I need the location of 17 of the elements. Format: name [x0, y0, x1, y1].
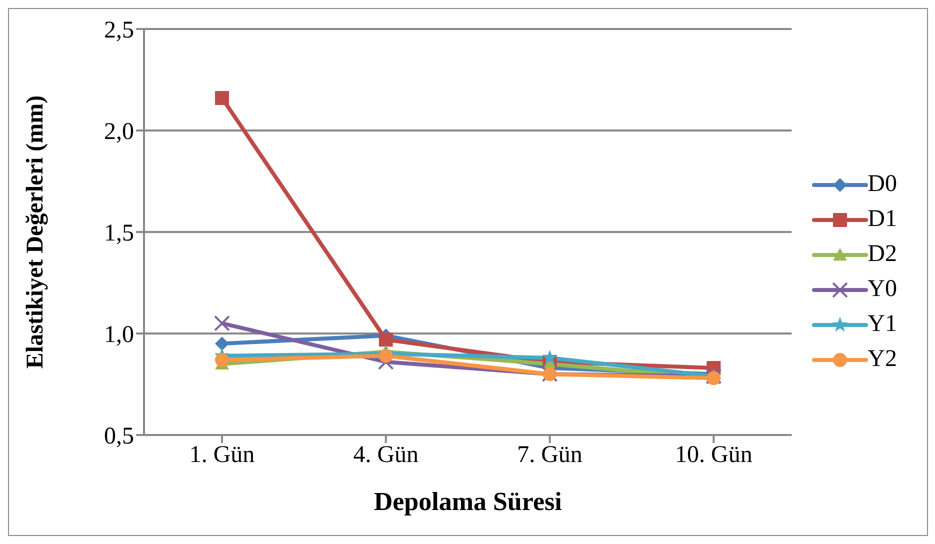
legend-label: Y0: [868, 276, 897, 303]
x-tick-label: 1. Gün: [189, 442, 255, 468]
y-axis-title: Elastikiyet Değerleri (mm): [22, 95, 49, 369]
x-tick-label: 10. Gün: [674, 442, 752, 468]
y-tick-label: 1,0: [104, 322, 134, 348]
x-axis-title: Depolama Süresi: [374, 487, 562, 516]
y-tick-label: 0,5: [104, 424, 134, 450]
y-tick-label: 2,5: [104, 18, 134, 44]
x-tick-label: 7. Gün: [517, 442, 582, 468]
legend-label: Y2: [868, 346, 897, 373]
y-tick-label: 1,5: [104, 220, 134, 247]
y-tick-label: 2,0: [104, 119, 134, 146]
legend-label: D0: [868, 171, 897, 198]
legend-label: Y1: [868, 311, 897, 338]
legend-label: D1: [868, 206, 897, 233]
legend-label: D2: [868, 241, 897, 268]
x-tick-label: 4. Gün: [353, 442, 419, 468]
